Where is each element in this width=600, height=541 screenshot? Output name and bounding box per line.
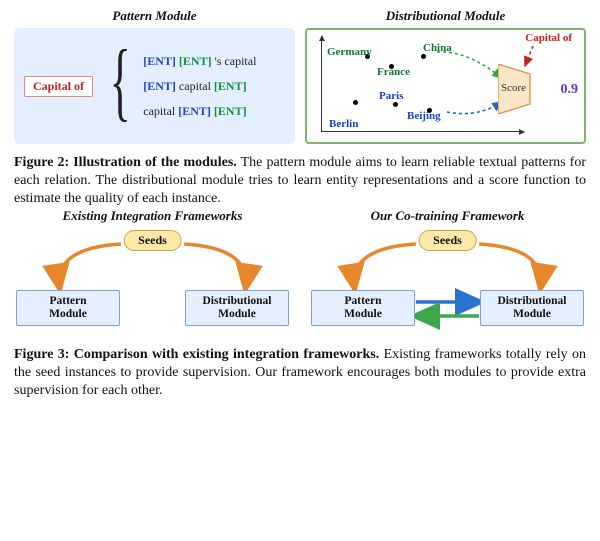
label-paris: Paris: [379, 90, 403, 102]
label-germany: Germany: [327, 46, 372, 58]
page-root: Pattern Module Capital of { [ENT] [ENT] …: [0, 0, 600, 429]
point-paris: [393, 102, 398, 107]
pattern-module-col: Pattern Module Capital of { [ENT] [ENT] …: [14, 8, 295, 144]
label-beijing: Beijing: [407, 110, 441, 122]
score-trapezoid-icon: Score: [498, 64, 540, 114]
pattern-module-title: Pattern Module: [14, 8, 295, 24]
pattern-line-1: [ENT] [ENT] 's capital: [143, 54, 256, 69]
distributional-module-node: DistributionalModule: [480, 290, 584, 326]
score-value: 0.9: [561, 82, 579, 98]
distributional-module-box: Germany France China Paris Berlin Beijin…: [305, 28, 586, 144]
existing-framework-title: Existing Integration Frameworks: [14, 208, 291, 224]
orange-arrow-left: [59, 244, 121, 288]
label-capital-of: Capital of: [525, 32, 572, 44]
pattern-module-box: Capital of { [ENT] [ENT] 's capital [ENT…: [14, 28, 295, 144]
distributional-module-col: Distributional Module: [305, 8, 586, 144]
seeds-node: Seeds: [123, 230, 182, 251]
label-france: France: [377, 66, 410, 78]
dist-module-text: DistributionalModule: [497, 295, 566, 320]
pattern-module-node: PatternModule: [311, 290, 415, 326]
ent-token: [ENT]: [214, 104, 247, 118]
ent-token: [ENT]: [143, 79, 176, 93]
distributional-module-node: DistributionalModule: [185, 290, 289, 326]
point-china: [421, 54, 426, 59]
relation-chip: Capital of: [24, 76, 93, 97]
point-paris-dot: [353, 100, 358, 105]
blue-dashed-curve: [447, 102, 502, 114]
distributional-module-title: Distributional Module: [305, 8, 586, 24]
pattern-module-text: PatternModule: [49, 295, 87, 320]
figure3-caption-bold: Figure 3: Comparison with existing integ…: [14, 347, 379, 362]
ent-token: [ENT]: [178, 104, 211, 118]
pattern-line-3: capital [ENT] [ENT]: [143, 104, 256, 119]
green-dashed-curve: [437, 52, 502, 78]
pattern-module-text: PatternModule: [344, 295, 382, 320]
red-dashed-arrow: [525, 46, 533, 66]
existing-framework-panel: Existing Integration Frameworks Seeds Pa…: [14, 226, 291, 330]
ent-token: [ENT]: [214, 79, 247, 93]
pattern-line-2: [ENT] capital [ENT]: [143, 79, 256, 94]
curly-brace-icon: {: [110, 47, 131, 117]
dist-module-text: DistributionalModule: [202, 295, 271, 320]
score-label: Score: [501, 82, 526, 94]
seeds-node: Seeds: [418, 230, 477, 251]
orange-arrow-right: [479, 244, 541, 288]
label-china: China: [423, 42, 452, 54]
figure3-caption: Figure 3: Comparison with existing integ…: [14, 346, 586, 400]
cotraining-framework-title: Our Co-training Framework: [309, 208, 586, 224]
figure2-row: Pattern Module Capital of { [ENT] [ENT] …: [14, 8, 586, 144]
orange-arrow-right: [184, 244, 246, 288]
cotraining-framework-panel: Our Co-training Framework: [309, 226, 586, 330]
pattern-text: capital: [143, 104, 178, 118]
figure2-caption-bold: Figure 2: Illustration of the modules.: [14, 155, 237, 170]
ent-token: [ENT]: [179, 54, 212, 68]
orange-arrow-left: [354, 244, 416, 288]
ent-token: [ENT]: [143, 54, 176, 68]
pattern-list: [ENT] [ENT] 's capital [ENT] capital [EN…: [143, 54, 256, 119]
pattern-text: capital: [179, 79, 214, 93]
pattern-module-node: PatternModule: [16, 290, 120, 326]
label-berlin: Berlin: [329, 118, 358, 130]
figure3-row: Existing Integration Frameworks Seeds Pa…: [14, 226, 586, 330]
figure2-caption: Figure 2: Illustration of the modules. T…: [14, 154, 586, 208]
pattern-text: 's capital: [215, 54, 257, 68]
